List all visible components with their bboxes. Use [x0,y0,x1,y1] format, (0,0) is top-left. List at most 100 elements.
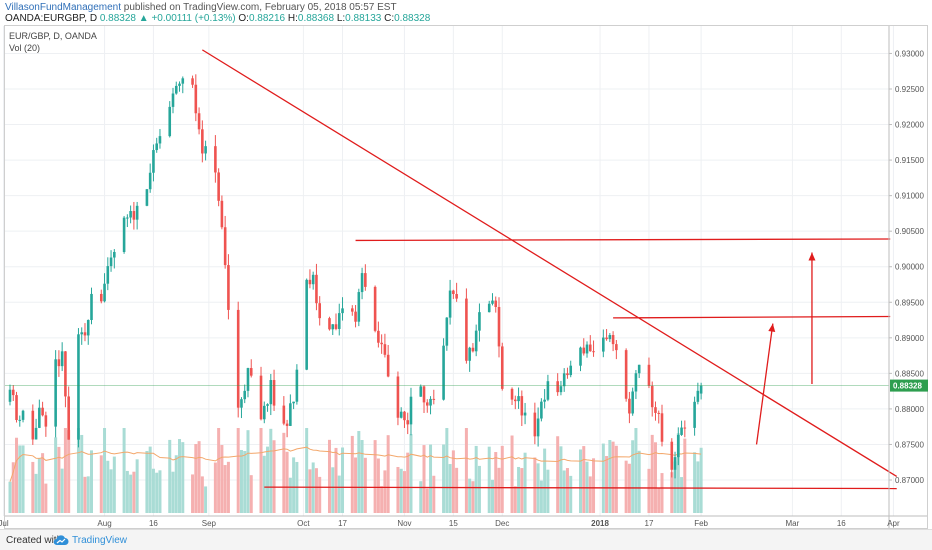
volume-bar [693,452,697,513]
candle-body [289,403,292,426]
volume-bar [406,452,410,513]
candle-body [514,399,517,402]
volume-bar [200,476,204,513]
volume-bar [383,470,387,513]
candle-body [99,293,103,302]
candle-body [523,412,527,416]
candle-body [318,303,321,319]
candle-body [673,457,677,470]
candle-body [122,217,126,252]
candle-body [588,344,592,352]
time-tick-label: Sep [202,519,217,528]
candle-body [67,396,70,440]
volume-bar [327,439,331,513]
price-tick-label: 0.87500 [895,440,924,449]
volume-bar [676,433,680,513]
volume-bar [487,446,491,513]
volume-bar [520,468,524,513]
legend-series: EUR/GBP, D, OANDA [9,31,97,41]
candle-body [197,113,201,130]
trendline [264,486,897,490]
volume-bar [34,473,38,513]
candle-body [605,337,608,340]
candle-body [699,385,703,394]
author-link[interactable]: VillasonFundManagement [5,2,122,13]
candle-body [660,413,664,442]
candle-body [354,311,357,322]
tradingview-brand[interactable]: TradingView [72,535,128,546]
volume-bar [510,435,514,513]
volume-bar [494,452,498,513]
volume-bar [239,449,243,513]
candle-body [579,347,582,366]
candle-body [500,346,504,389]
candle-body [615,344,618,351]
candle-body [227,265,230,310]
candle-body [178,83,181,86]
high-value: 0.88368 [297,13,335,24]
candle-body [11,389,15,396]
change-value: +0.00111 (+0.13%) [151,13,236,24]
candle-body [126,217,129,219]
arrow-head [768,323,776,332]
candle-body [585,344,589,354]
volume-bar [500,445,504,513]
candle-body [201,129,204,154]
volume-bar [226,461,230,513]
candle-body [429,398,432,406]
symbol-label: OANDA:EURGBP, D [5,13,98,24]
volume-bar [18,445,22,513]
volume-bar [380,486,384,513]
volume-bar [432,475,436,513]
volume-bar [699,447,703,513]
candle-body [631,391,634,414]
candle-body [510,388,514,400]
candle-body [132,211,136,220]
candle-body [455,294,458,299]
volume-bar [409,434,413,513]
low-value: 0.88133 [345,13,382,24]
volume-bar [477,465,481,513]
candle-body [334,324,338,329]
volume-bar [178,439,182,513]
time-tick-label: 17 [645,519,654,528]
volume-bar [517,466,521,513]
volume-bar [523,452,527,513]
change-arrow-icon: ▲ [138,13,149,24]
candle-body [18,419,22,421]
volume-bar [631,440,635,513]
volume-bar [653,442,657,513]
time-tick-label: Aug [97,519,111,528]
low-label: L: [336,13,346,24]
candle-body [425,402,429,406]
volume-bar [565,468,569,513]
arrow-head [808,252,816,261]
volume-bar [543,448,547,513]
candle-body [214,146,217,173]
volume-bar [350,435,354,513]
volume-bar [337,475,341,513]
price-tick-label: 0.91500 [895,156,924,165]
price-tick-label: 0.93000 [895,49,924,58]
candle-body [566,373,569,376]
volume-bar [386,435,390,513]
trendline [613,315,891,319]
volume-bar [513,486,517,513]
volume-bar [490,479,494,513]
time-tick-label: 15 [449,519,458,528]
publish-info: published on TradingView.com, February 0… [123,2,397,13]
volume-bar [129,474,133,513]
volume-bar [318,476,322,513]
volume-bar [331,467,335,513]
volume-bar [647,468,651,513]
volume-bar [223,465,227,513]
volume-bar [637,450,641,513]
candle-body [533,412,537,437]
candle-body [445,317,449,346]
volume-bar [429,444,433,513]
candle-body [220,200,224,228]
volume-bar [425,488,429,513]
time-tick-label: Jul [0,519,9,528]
candle-body [285,423,289,426]
